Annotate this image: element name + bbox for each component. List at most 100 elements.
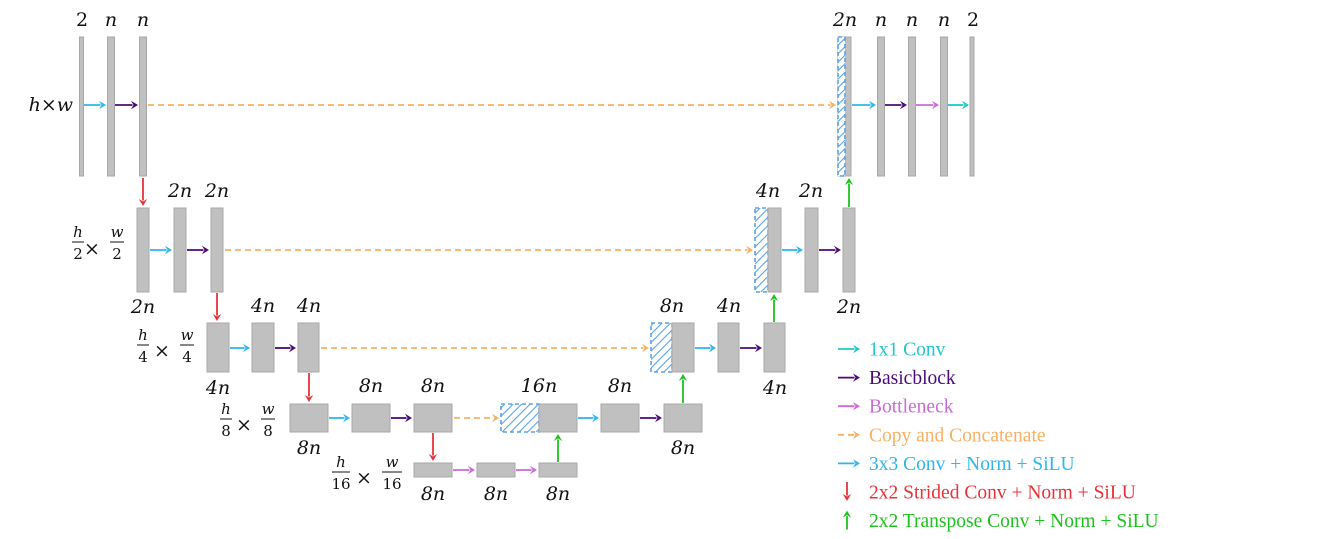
arrow-l2-basicblock-1: [187, 245, 209, 255]
arrow-head: [530, 465, 537, 475]
svg-text:×: ×: [154, 340, 170, 362]
arrow-l3-conv3x3-2: [695, 343, 716, 353]
svg-text:8: 8: [221, 422, 231, 440]
level-4-encoder: [289, 403, 453, 433]
decoder-l1-skip-block: [837, 36, 846, 177]
arrow-l1-skip: [148, 100, 836, 110]
legend-item-conv3x3: 3x3 Conv + Norm + SiLU: [838, 454, 1075, 475]
svg-text:4: 4: [138, 348, 148, 366]
bottleneck-block-1: [413, 462, 453, 478]
encoder-l3-block-1: [206, 322, 230, 373]
arrow-down-3: [304, 373, 314, 402]
svg-text:8: 8: [263, 422, 273, 440]
encoder-l1-block-2: [139, 36, 147, 177]
label-l1-dec-1: n: [875, 9, 887, 31]
label-l4-enc-1: 8n: [297, 437, 321, 459]
arrow-head: [842, 494, 852, 501]
arrow-head: [289, 343, 296, 353]
arrow-head: [304, 395, 314, 402]
label-l1-enc-1: n: [105, 9, 117, 31]
legend-label-basicblock: Basicblock: [869, 368, 956, 389]
svg-text:×: ×: [236, 414, 252, 436]
arrow-head: [202, 245, 209, 255]
arrow-l5-bottleneck-2: [516, 465, 537, 475]
svg-text:×: ×: [84, 238, 100, 260]
arrow-head: [99, 100, 106, 110]
arrow-head: [131, 100, 138, 110]
output-layer-block: [969, 36, 975, 177]
label-l2-enc-1: 2n: [130, 296, 155, 318]
arrow-head: [642, 343, 649, 353]
arrow-l3-basicblock-2: [740, 343, 762, 353]
label-l4-enc-2: 8n: [359, 375, 383, 397]
decoder-l4-block-2: [663, 403, 703, 433]
decoder-l3-block-2: [763, 322, 786, 373]
arrow-head: [829, 100, 836, 110]
arrow-head: [900, 100, 907, 110]
label-output-channels: 2: [967, 9, 979, 31]
arrow-head: [428, 454, 438, 461]
arrow-l1-basicblock-2: [885, 100, 907, 110]
encoder-l2-block-2: [173, 207, 187, 293]
encoder-l1-block-1: [107, 36, 115, 177]
arrow-up-4: [553, 434, 563, 462]
legend-arrow-copy-concat: [838, 430, 860, 439]
level-3-decoder: [650, 322, 786, 373]
label-l1-dec-concat: 2n: [832, 9, 857, 31]
svg-text:16: 16: [382, 475, 401, 493]
arrow-head: [962, 100, 969, 110]
arrow-head: [746, 245, 753, 255]
level-1-encoder: [79, 36, 147, 177]
arrow-head: [138, 199, 148, 206]
legend-arrow-strided-conv: [842, 482, 852, 501]
label-l1-enc-2: n: [137, 9, 149, 31]
resolution-level-2: h 2 × w 2: [72, 223, 124, 263]
encoder-l2-block-1: [136, 207, 150, 293]
arrow-head: [853, 459, 860, 468]
decoder-l2-upsampled-block: [767, 207, 782, 293]
arrow-down-2: [212, 293, 222, 321]
level-5-bottleneck: [413, 462, 578, 478]
arrow-head: [842, 510, 852, 518]
label-l2-dec-2: 2n: [836, 296, 861, 318]
encoder-l4-block-2: [351, 403, 391, 433]
arrow-down-4: [428, 433, 438, 461]
decoder-l3-block-1: [717, 322, 740, 373]
label-l3-dec-2: 4n: [762, 377, 787, 399]
arrow-head: [755, 343, 762, 353]
arrow-head: [492, 413, 499, 423]
arrow-head: [869, 100, 876, 110]
encoder-l4-block-3: [413, 403, 453, 433]
label-l2-dec-1: 2n: [798, 180, 823, 202]
svg-text:w: w: [262, 400, 275, 418]
channel-labels: 2 n n 2n n n n 2 2n 2n 2n 4n 2n 2n 4n 4n…: [76, 9, 979, 505]
bottleneck-block-3: [538, 462, 578, 478]
label-l2-enc-2: 2n: [167, 180, 192, 202]
svg-text:w: w: [181, 326, 194, 344]
label-l1-dec-2: n: [906, 9, 918, 31]
arrow-head: [468, 465, 475, 475]
legend: 1x1 Conv Basicblock Bottleneck Copy and …: [838, 340, 1159, 532]
arrow-l1-conv3x3-2: [852, 100, 876, 110]
arrow-head: [405, 413, 412, 423]
decoder-l1-block-3: [940, 36, 948, 177]
arrow-l5-bottleneck-1: [453, 465, 475, 475]
level-2-decoder: [754, 207, 856, 293]
arrow-head: [769, 294, 779, 301]
legend-item-conv1x1: 1x1 Conv: [838, 340, 946, 361]
arrow-head: [212, 314, 222, 321]
resolution-labels: h×w h 2 × w 2 h 4 × w 4 h 8 × w 8: [29, 94, 402, 493]
svg-text:2: 2: [73, 245, 83, 263]
level-2-encoder: [136, 207, 224, 293]
decoder-l2-block-2: [842, 207, 856, 293]
decoder-l1-block-1: [877, 36, 885, 177]
label-l3-enc-1: 4n: [205, 377, 230, 399]
legend-label-conv3x3: 3x3 Conv + Norm + SiLU: [869, 454, 1075, 475]
arrow-head: [853, 344, 860, 354]
decoder-l3-skip-block: [650, 322, 673, 373]
label-l4-dec-1: 8n: [608, 375, 632, 397]
arrow-head: [853, 402, 860, 411]
decoder-l4-block-1: [600, 403, 640, 433]
resolution-level-4: h 8 × w 8: [220, 400, 275, 440]
